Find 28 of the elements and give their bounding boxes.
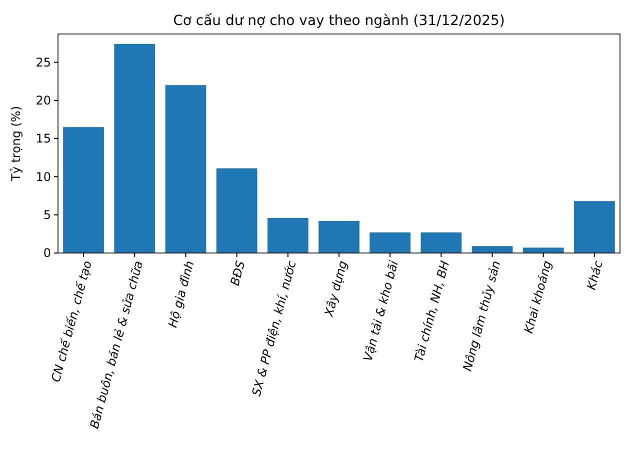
bar — [370, 232, 411, 253]
y-tick-label: 10 — [36, 170, 51, 184]
bar — [574, 201, 615, 253]
x-tick-label: BĐS — [228, 258, 248, 288]
x-tick-label: Hộ gia đình — [165, 259, 197, 329]
y-tick-label: 25 — [36, 55, 51, 70]
bar — [522, 248, 564, 253]
bar — [216, 168, 258, 253]
y-tick-label: 5 — [43, 208, 51, 222]
bar — [63, 127, 104, 253]
x-tick-label: Tài chính, NH, BH — [412, 259, 452, 364]
bar — [114, 44, 156, 253]
bar — [267, 218, 308, 253]
x-tick-label: Xây dựng — [321, 258, 350, 319]
x-tick-label: CN chế biến, chế tạo — [48, 259, 94, 384]
x-tick-label: Vận tải & kho bãi — [360, 258, 402, 363]
x-tick-label: Nông lâm thủy sản — [460, 259, 504, 373]
bar — [318, 220, 360, 253]
x-tick-label: SX & PP điện, khí, nước — [249, 258, 299, 398]
chart-title: Cơ cấu dư nợ cho vay theo ngành (31/12/2025) — [173, 13, 505, 29]
y-tick-label: 0 — [43, 246, 51, 260]
y-tick-label: 20 — [36, 94, 51, 108]
y-tick-label: 15 — [36, 132, 51, 146]
y-axis-title: Tỷ trọng (%) — [9, 106, 23, 182]
x-tick-label: Khác — [584, 258, 606, 292]
bar — [420, 232, 462, 253]
bar — [165, 85, 206, 253]
bar — [472, 246, 513, 253]
